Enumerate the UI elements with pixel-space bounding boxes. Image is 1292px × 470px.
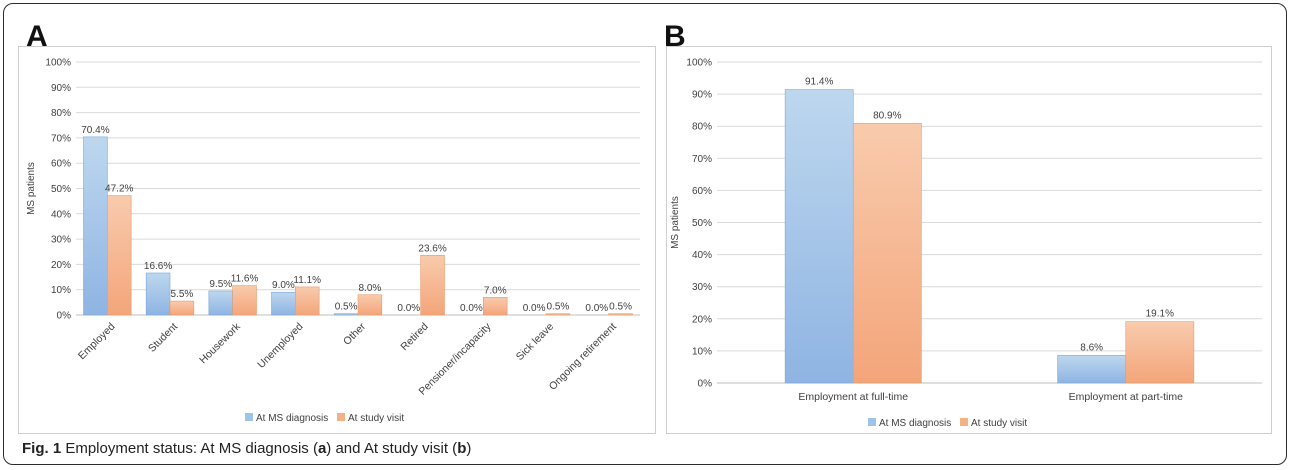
y-tick-label: 50% xyxy=(692,218,712,229)
bar xyxy=(169,300,195,316)
y-tick-label: 20% xyxy=(51,260,71,271)
caption-text-2: ) and At study visit ( xyxy=(326,440,458,457)
caption-b: b xyxy=(457,440,467,457)
data-label: 19.1% xyxy=(1146,309,1174,320)
data-label: 0.0% xyxy=(460,303,483,314)
y-tick-label: 80% xyxy=(51,108,71,119)
category-label: Employment at part-time xyxy=(1069,391,1184,403)
data-label: 8.6% xyxy=(1080,342,1103,353)
data-label: 11.6% xyxy=(231,274,259,285)
data-label: 7.0% xyxy=(484,285,507,296)
data-label: 0.0% xyxy=(585,303,608,314)
data-label: 16.6% xyxy=(144,261,172,272)
bar xyxy=(784,89,854,384)
data-label: 91.4% xyxy=(805,77,833,88)
y-axis-label: MS patients xyxy=(670,196,681,249)
y-tick-label: 10% xyxy=(692,346,712,357)
bar xyxy=(1057,355,1127,384)
figure-caption: Fig. 1 Employment status: At MS diagnosi… xyxy=(22,440,471,457)
bar xyxy=(232,285,257,316)
y-tick-label: 30% xyxy=(51,235,71,246)
y-tick-label: 100% xyxy=(45,58,71,69)
y-tick-label: 40% xyxy=(692,250,712,261)
y-tick-label: 0% xyxy=(57,311,72,322)
bar xyxy=(420,254,445,316)
data-label: 23.6% xyxy=(418,243,446,254)
legend-swatch-visit xyxy=(337,413,345,421)
y-tick-label: 60% xyxy=(51,159,71,170)
legend-label: At study visit xyxy=(348,413,404,424)
y-tick-label: 20% xyxy=(692,314,712,325)
legend-label: At MS diagnosis xyxy=(879,418,951,429)
y-tick-label: 10% xyxy=(51,285,71,296)
bar xyxy=(545,313,571,316)
bar xyxy=(483,296,508,316)
bar xyxy=(107,195,132,316)
y-tick-label: 50% xyxy=(51,184,71,195)
figure-frame xyxy=(3,3,1287,465)
y-tick-label: 30% xyxy=(692,282,712,293)
y-tick-label: 90% xyxy=(51,83,71,94)
category-label: Employment at full-time xyxy=(798,391,908,403)
y-tick-label: 100% xyxy=(686,58,712,69)
panel-b-letter: B xyxy=(664,20,686,53)
data-label: 0.5% xyxy=(547,302,570,313)
caption-a: a xyxy=(317,440,327,457)
caption-text-1: Employment status: At MS diagnosis ( xyxy=(61,440,318,457)
data-label: 80.9% xyxy=(873,110,901,121)
bar xyxy=(852,123,922,384)
legend-label: At MS diagnosis xyxy=(256,413,328,424)
legend-swatch-diagnosis xyxy=(868,418,876,426)
y-axis-label: MS patients xyxy=(26,162,37,215)
data-label: 11.1% xyxy=(293,275,321,286)
y-tick-label: 70% xyxy=(51,133,71,144)
y-tick-label: 0% xyxy=(698,379,713,390)
data-label: 9.5% xyxy=(209,279,232,290)
data-label: 5.5% xyxy=(171,289,194,300)
y-tick-label: 80% xyxy=(692,122,712,133)
data-label: 0.0% xyxy=(397,303,420,314)
data-label: 8.0% xyxy=(359,283,382,294)
bar xyxy=(608,313,633,316)
data-label: 47.2% xyxy=(105,184,133,195)
caption-prefix: Fig. 1 xyxy=(22,440,62,457)
panel-a-letter: A xyxy=(26,20,48,53)
data-label: 70.4% xyxy=(81,125,109,136)
y-tick-label: 40% xyxy=(51,209,71,220)
legend-label: At study visit xyxy=(971,418,1027,429)
data-label: 0.5% xyxy=(609,302,632,313)
y-tick-label: 90% xyxy=(692,90,712,101)
data-label: 9.0% xyxy=(272,280,295,291)
caption-text-3: ) xyxy=(466,440,472,457)
bar xyxy=(295,286,320,316)
data-label: 0.0% xyxy=(523,303,546,314)
legend-swatch-diagnosis xyxy=(245,413,253,421)
bar xyxy=(145,272,171,316)
data-label: 0.5% xyxy=(335,302,358,313)
y-tick-label: 60% xyxy=(692,186,712,197)
bar xyxy=(357,294,383,316)
y-tick-label: 70% xyxy=(692,154,712,165)
bar xyxy=(1125,321,1195,384)
legend-swatch-visit xyxy=(960,418,968,426)
